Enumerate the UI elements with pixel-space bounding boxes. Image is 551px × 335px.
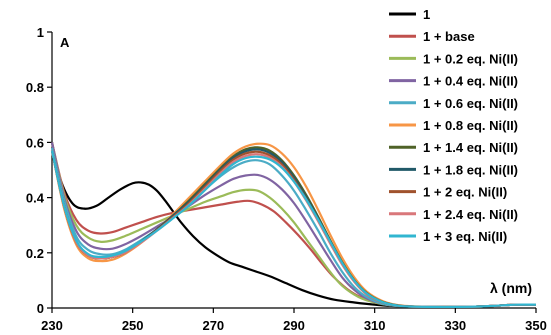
- legend-label: 1 + 0.4 eq. Ni(II): [423, 74, 518, 89]
- legend-label: 1 + 1.8 eq. Ni(II): [423, 162, 518, 177]
- x-tick-label: 270: [202, 318, 224, 333]
- x-axis-label: λ (nm): [490, 280, 532, 296]
- x-tick-label: 310: [364, 318, 386, 333]
- x-tick-label: 250: [122, 318, 144, 333]
- y-tick-label: 0.8: [26, 80, 44, 95]
- legend-label: 1 + 2 eq. Ni(II): [423, 185, 507, 200]
- x-tick-label: 350: [525, 318, 547, 333]
- legend-label: 1 + 0.6 eq. Ni(II): [423, 96, 518, 111]
- y-tick-label: 1: [37, 25, 44, 40]
- y-tick-label: 0: [37, 301, 44, 316]
- y-tick-label: 0.2: [26, 246, 44, 261]
- legend: 1 1 + base 1 + 0.2 eq. Ni(II) 1 + 0.4 eq. N…: [389, 7, 518, 244]
- legend-label: 1 + 0.8 eq. Ni(II): [423, 118, 518, 133]
- x-tick-label: 290: [283, 318, 305, 333]
- x-tick-label: 330: [444, 318, 466, 333]
- legend-label: 1 + base: [423, 29, 475, 44]
- panel-label: A: [60, 35, 70, 50]
- series-line: [50, 150, 537, 309]
- x-tick-label: 230: [41, 318, 63, 333]
- tick-labels: 0 0.2 0.4 0.6 0.8 1 230 250 270 290 310 330 350: [26, 25, 547, 333]
- legend-label: 1: [423, 7, 430, 22]
- legend-label: 1 + 0.2 eq. Ni(II): [423, 51, 518, 66]
- legend-label: 1 + 2.4 eq. Ni(II): [423, 207, 518, 222]
- series-lines: [50, 142, 537, 309]
- y-tick-label: 0.4: [26, 191, 45, 206]
- legend-label: 1 + 3 eq. Ni(II): [423, 229, 507, 244]
- legend-label: 1 + 1.4 eq. Ni(II): [423, 140, 518, 155]
- y-tick-label: 0.6: [26, 135, 44, 150]
